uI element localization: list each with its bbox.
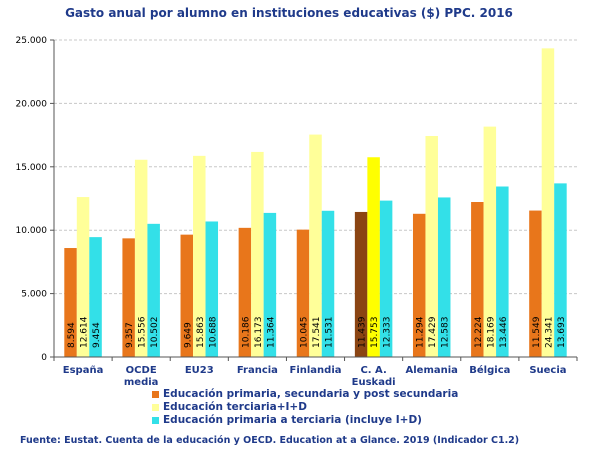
data-label: 18.169 (486, 316, 496, 348)
data-label: 24.341 (544, 317, 554, 349)
legend-label-primaria-secundaria: Educación primaria, secundaria y post se… (163, 388, 459, 400)
bar (471, 201, 484, 357)
y-tick-label: 25.000 (16, 36, 48, 46)
x-category-label: Finlandia (289, 365, 341, 376)
x-category-label: C. A. (360, 365, 386, 376)
x-category-label: Bélgica (469, 364, 510, 376)
bar (205, 221, 219, 357)
legend: Educación primaria, secundaria y post se… (152, 388, 458, 427)
y-tick-label: 10.000 (16, 226, 48, 236)
legend-swatch-primaria-terciaria (152, 417, 159, 424)
data-label: 10.186 (241, 316, 251, 348)
bar (134, 159, 148, 357)
data-label: 15.556 (138, 316, 148, 348)
bar (296, 229, 310, 357)
data-label: 11.439 (358, 316, 368, 348)
x-category-label: media (124, 377, 159, 388)
y-tick-label: 0 (41, 353, 47, 363)
x-category-label: EU23 (185, 365, 214, 376)
bar (367, 157, 380, 357)
chart-title: Gasto anual por alumno en instituciones … (65, 6, 513, 20)
legend-label-primaria-terciaria: Educación primaria a terciaria (incluye … (163, 414, 422, 426)
x-category-label: Francia (237, 365, 278, 376)
legend-item-primaria-secundaria: Educación primaria, secundaria y post se… (152, 388, 458, 401)
bar (354, 211, 368, 357)
data-label: 15.863 (196, 317, 206, 349)
x-category-label: Alemania (406, 365, 458, 376)
bar (309, 134, 322, 357)
data-label: 13.446 (499, 316, 509, 348)
data-label: 11.531 (325, 317, 335, 349)
data-label: 17.429 (428, 316, 438, 348)
legend-label-terciaria: Educación terciaria+I+D (163, 401, 307, 413)
bar (554, 183, 567, 357)
legend-item-primaria-terciaria: Educación primaria a terciaria (incluye … (152, 414, 458, 427)
data-label: 8.594 (67, 322, 77, 348)
data-label: 13.693 (557, 317, 567, 349)
bar (437, 197, 451, 357)
bar (541, 48, 555, 358)
legend-item-terciaria: Educación terciaria+I+D (152, 401, 458, 414)
data-label: 12.333 (383, 317, 393, 349)
legend-swatch-primaria-secundaria (152, 391, 159, 398)
data-label: 11.294 (416, 316, 426, 348)
bar (251, 151, 264, 357)
data-label: 12.614 (80, 316, 90, 348)
x-category-label: OCDE (126, 365, 157, 376)
x-category-label: Suecia (529, 365, 566, 376)
bar (321, 210, 335, 357)
data-label: 12.224 (474, 316, 484, 348)
legend-swatch-terciaria (152, 404, 159, 411)
bar (89, 237, 102, 357)
y-tick-label: 15.000 (16, 163, 48, 173)
data-label: 11.549 (532, 316, 542, 348)
bar (529, 210, 542, 357)
bar (64, 248, 77, 357)
data-label: 9.357 (125, 322, 135, 348)
x-category-label: Euskadi (352, 377, 396, 388)
bar-chart: 0 5.000 10.000 15.000 20.000 25.000 8.594 12.61… (16, 36, 578, 388)
data-label: 10.045 (300, 317, 310, 349)
data-label: 17.541 (312, 317, 322, 349)
x-category-label: España (63, 365, 104, 376)
bar (425, 136, 438, 357)
bar (483, 126, 497, 357)
bar (412, 213, 426, 357)
bar (122, 238, 135, 357)
y-tick-label: 5.000 (21, 290, 47, 300)
data-label: 9.649 (183, 322, 193, 348)
bar (147, 223, 160, 357)
bar (238, 227, 252, 357)
data-label: 11.364 (266, 316, 276, 348)
bar (263, 212, 277, 357)
bar (496, 186, 509, 357)
data-label: 15.753 (370, 317, 380, 349)
data-label: 10.688 (208, 316, 218, 348)
data-label: 10.502 (150, 317, 160, 349)
data-label: 9.454 (92, 322, 102, 348)
bar (379, 200, 393, 357)
data-label: 12.583 (441, 317, 451, 349)
data-label: 16.173 (254, 317, 264, 349)
bar (193, 155, 206, 357)
source-note: Fuente: Eustat. Cuenta de la educación y… (20, 435, 520, 446)
bar (180, 234, 194, 357)
y-tick-label: 20.000 (16, 99, 48, 109)
bar (76, 197, 90, 357)
